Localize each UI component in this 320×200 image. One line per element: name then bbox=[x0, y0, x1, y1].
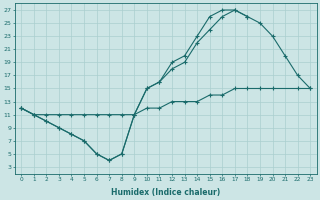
X-axis label: Humidex (Indice chaleur): Humidex (Indice chaleur) bbox=[111, 188, 220, 197]
